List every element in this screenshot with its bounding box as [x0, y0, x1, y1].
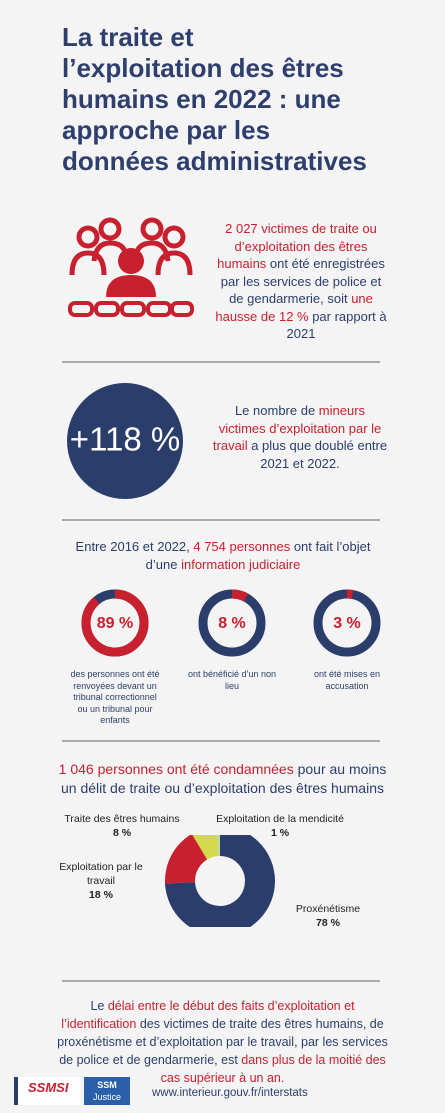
- text-run: Le: [90, 999, 108, 1013]
- ring-arc: [313, 589, 381, 657]
- donut-slice: [165, 835, 208, 884]
- slice-label: Exploitation par le travail 18 %: [45, 860, 157, 902]
- slice-name: Traite des êtres humains: [64, 813, 180, 825]
- text-run: a plus que doublé entre 2021 et 2022.: [247, 438, 388, 471]
- separator: [62, 980, 380, 982]
- convicted-text: 1 046 personnes ont été condamnées pour …: [50, 760, 395, 798]
- logo-text: SSMSI: [28, 1080, 69, 1095]
- victims-icon: [68, 217, 194, 317]
- ring-caption: des personnes ont été renvoyées devant u…: [70, 669, 160, 725]
- logo-justice: SSM Justice: [84, 1077, 130, 1105]
- text-run: Entre 2016 et 2022,: [75, 539, 194, 554]
- badge-circle: [67, 383, 183, 499]
- text-run: pour au moins un délit de traite ou d’ex…: [61, 761, 387, 796]
- slice-name: Exploitation de la mendicité: [216, 813, 344, 825]
- text-run: une hausse de 12 %: [215, 291, 373, 324]
- text-run: information judiciaire: [181, 556, 301, 572]
- ring-arc: [198, 589, 266, 657]
- ring-caption: ont bénéficié d’un non lieu: [187, 669, 277, 691]
- ring-caption: ont été mises en accusation: [313, 669, 381, 691]
- title-line: approche par les: [62, 115, 271, 145]
- slice-value: 78 %: [316, 917, 340, 929]
- separator: [62, 740, 380, 742]
- title-line: données administratives: [62, 146, 367, 176]
- text-run: délai entre le début des faits d’exploit…: [61, 999, 355, 1031]
- footer-text: Le délai entre le début des faits d’expl…: [55, 997, 390, 1087]
- ring-label: 3 %: [333, 615, 361, 632]
- separator: [62, 519, 380, 521]
- slice-name: Proxénétisme: [295, 903, 361, 915]
- ring-label: 8 %: [218, 615, 246, 632]
- slice-value: 8 %: [112, 827, 132, 839]
- title: La traite et l’exploitation des êtres huma…: [62, 22, 367, 177]
- ring-label: 89 %: [97, 615, 133, 632]
- donut: [165, 835, 275, 927]
- text-run: 1 046 personnes ont été condamnées: [58, 761, 294, 777]
- ring-arc: [81, 589, 149, 657]
- text-run: dans plus de la moitié des cas supérieur…: [160, 1053, 386, 1085]
- text-run: ont été enregistrées par les services de…: [220, 256, 385, 306]
- donut-slice: [217, 835, 220, 857]
- text-run: des victimes de traite des êtres humains…: [57, 1017, 388, 1067]
- text-run: mineurs victimes d’exploitation par le t…: [212, 403, 382, 453]
- judicial-text: Entre 2016 et 2022, 4 754 personnes ont …: [62, 538, 384, 573]
- donut-slice: [192, 835, 219, 860]
- text-run: 4 754 personnes: [193, 539, 291, 554]
- text-run: par rapport à 2021: [286, 308, 387, 342]
- minors-text: Le nombre de mineurs victimes d’exploita…: [210, 402, 390, 472]
- slice-name: Exploitation par le travail: [59, 861, 143, 887]
- logo-text: Justice: [92, 1092, 121, 1102]
- donut-slice: [165, 835, 275, 927]
- text-run: 2 027 victimes de traite ou d’exploitati…: [217, 221, 377, 271]
- logo-text: SSM: [97, 1080, 117, 1090]
- slice-label: Proxénétisme 78 %: [285, 902, 371, 930]
- slice-label: Traite des êtres humains 8 %: [62, 812, 182, 840]
- title-line: l’exploitation des êtres: [62, 53, 344, 83]
- text-run: Le nombre de: [234, 403, 319, 418]
- victims-text: 2 027 victimes de traite ou d’exploitati…: [212, 220, 390, 343]
- title-line: La traite et: [62, 22, 194, 52]
- slice-value: 1 %: [270, 827, 290, 839]
- text-run: ont fait l’objet d’une: [145, 539, 371, 572]
- rings: 89 % 8 % 3 %: [81, 589, 381, 657]
- footer-url[interactable]: www.interieur.gouv.fr/interstats: [152, 1087, 308, 1099]
- badge-figure: +118 %: [70, 421, 180, 458]
- slice-label: Exploitation de la mendicité 1 %: [205, 812, 355, 840]
- logo-ssmsi: SSMSI: [14, 1077, 80, 1105]
- title-line: humains en 2022 : une: [62, 84, 341, 114]
- minors-badge: +118 %: [67, 383, 183, 499]
- separator: [62, 361, 380, 363]
- slice-value: 18 %: [89, 889, 113, 901]
